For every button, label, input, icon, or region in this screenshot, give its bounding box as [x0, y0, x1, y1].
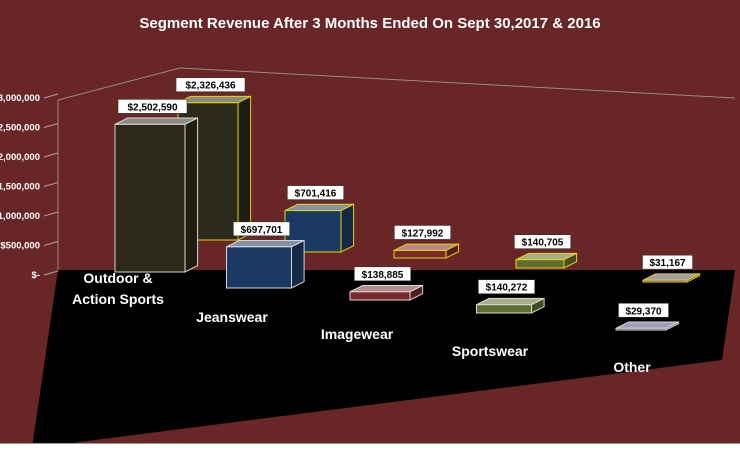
bar-side: [237, 95, 252, 241]
data-label-box: [478, 279, 536, 295]
data-label-box: [618, 302, 669, 318]
chart-plot: $- $500,000 $1,000,000 $1,500,000 $2,000,000…: [0, 67, 736, 443]
chart-title: Segment Revenue After 3 Months Ended On …: [139, 15, 601, 32]
data-label: $2,502,590: [127, 102, 177, 113]
y-tick-mark: [43, 123, 59, 128]
y-tick-label: $2,000,000: [0, 152, 40, 163]
category-label: Outdoor &: [83, 270, 152, 286]
data-label: $2,326,436: [185, 81, 235, 92]
category-label: Action Sports: [72, 291, 164, 307]
y-tick-label: $1,500,000: [0, 182, 40, 193]
y-tick-mark: [43, 241, 59, 246]
bar: $140,705: [514, 234, 578, 269]
bar-front: [476, 304, 532, 314]
bar-front: [114, 123, 186, 273]
data-label: $140,272: [486, 283, 528, 294]
bar-front: [515, 259, 565, 269]
bar-front: [642, 279, 688, 283]
y-tick-mark: [43, 270, 59, 276]
y-tick-label: $1,000,000: [0, 211, 40, 222]
data-label-box: [287, 185, 345, 200]
y-tick-label: $500,000: [0, 241, 40, 252]
data-label-box: [642, 254, 693, 270]
y-tick-label: $3,000,000: [0, 93, 40, 104]
y-tick-mark: [43, 182, 59, 187]
bar: $29,370: [615, 302, 680, 331]
bar-side: [291, 239, 305, 289]
data-label-box: [175, 77, 246, 93]
data-label-box: [117, 99, 188, 114]
bar: $2,502,590: [114, 99, 199, 273]
bar-front: [615, 327, 667, 331]
data-label: $138,885: [362, 270, 404, 281]
bar: $697,701: [226, 221, 305, 289]
data-label: $31,167: [649, 258, 686, 269]
category-label: Sportswear: [452, 343, 529, 359]
data-label: $701,416: [295, 189, 337, 200]
bar: $138,885: [349, 266, 424, 301]
bar: $127,992: [393, 225, 460, 259]
data-label-box: [354, 266, 412, 282]
data-label: $140,705: [522, 238, 564, 249]
category-label: Imagewear: [321, 326, 394, 342]
y-tick-mark: [43, 211, 59, 217]
bar-side: [340, 203, 355, 253]
data-label: $29,370: [625, 306, 662, 317]
y-tick-label: $2,500,000: [0, 123, 40, 134]
bar: $31,167: [642, 254, 701, 283]
data-label-box: [514, 234, 572, 249]
chart-floor: [32, 270, 735, 443]
back-wall-edge: [57, 67, 181, 101]
data-label-box: [394, 225, 452, 240]
y-tick-mark: [43, 152, 59, 158]
bar-front: [349, 291, 411, 301]
y-tick-mark: [43, 93, 59, 99]
bar-side: [184, 117, 199, 273]
data-label: $697,701: [241, 225, 283, 236]
y-tick-label: $-: [32, 270, 40, 281]
bar: $140,272: [476, 279, 545, 314]
bar-front: [226, 246, 292, 289]
data-label: $127,992: [402, 228, 444, 239]
category-label: Jeanswear: [196, 309, 268, 325]
category-label: Other: [613, 359, 651, 375]
bar-top: [114, 117, 198, 125]
bar-front: [393, 249, 447, 259]
data-label-box: [233, 221, 291, 237]
back-wall-edge: [179, 67, 736, 99]
